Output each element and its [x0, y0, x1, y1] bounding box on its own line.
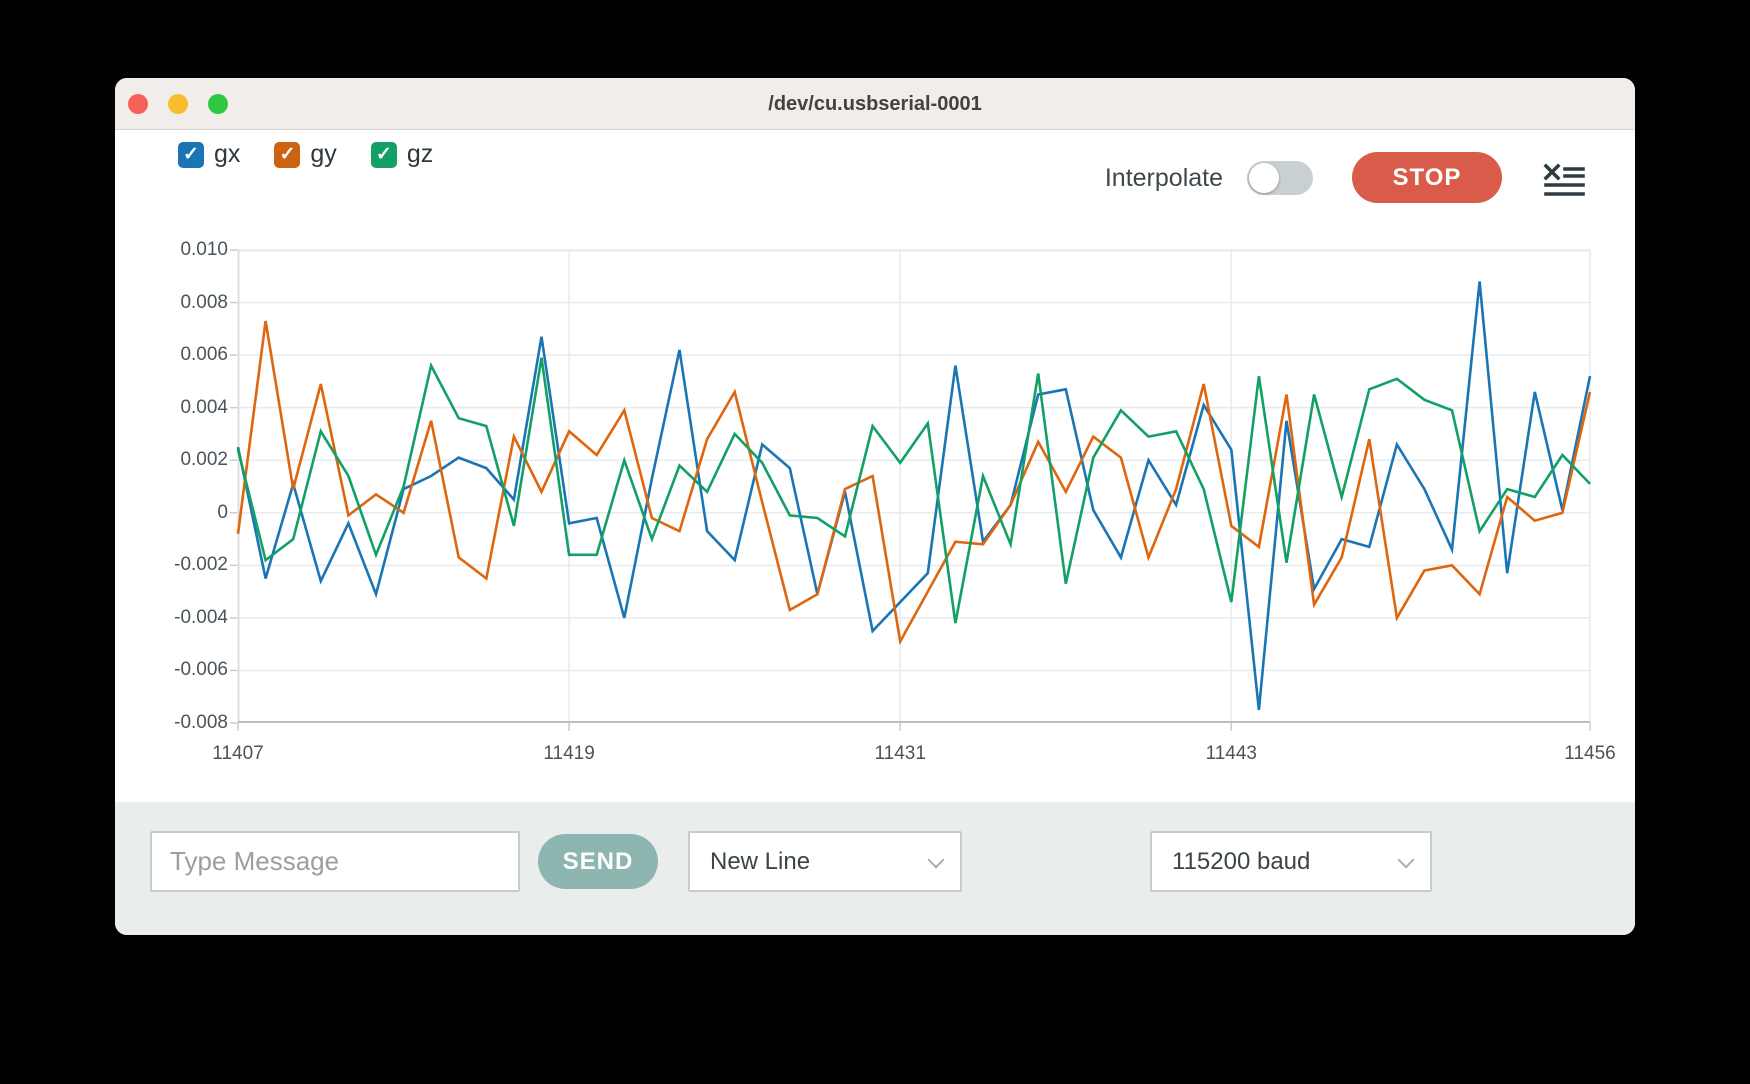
minimize-window-button[interactable] [168, 94, 188, 114]
interpolate-toggle[interactable] [1247, 161, 1313, 195]
legend-item-label: gz [406, 140, 434, 168]
legend-item-label: gx [214, 140, 241, 168]
series-line-gy [236, 320, 1592, 646]
close-window-button[interactable] [128, 94, 148, 114]
line-ending-select[interactable]: New Line [688, 831, 962, 892]
y-axis-tick-label: -0.002 [174, 554, 228, 576]
x-axis-tick-label: 11456 [1564, 743, 1616, 764]
clear-list-icon[interactable] [1543, 162, 1585, 198]
send-button[interactable]: SEND [538, 834, 658, 889]
window-title: /dev/cu.usbserial-0001 [768, 93, 982, 115]
stop-button[interactable]: STOP [1352, 152, 1502, 203]
legend-item-label: gy [310, 140, 337, 168]
series-legend: gx gy gz [178, 140, 433, 169]
y-axis-tick-label: 0.006 [180, 344, 228, 366]
legend-item-gx[interactable]: gx [178, 140, 240, 169]
y-axis-tick-label: -0.004 [174, 606, 228, 628]
checkbox-checked-icon[interactable] [178, 141, 204, 168]
legend-item-gy[interactable]: gy [274, 140, 337, 169]
baud-rate-select[interactable]: 115200 baud [1150, 831, 1432, 892]
zoom-window-button[interactable] [208, 94, 228, 114]
checkbox-checked-icon[interactable] [274, 141, 301, 168]
checkbox-checked-icon[interactable] [370, 141, 397, 168]
chevron-down-icon [927, 851, 945, 869]
series-line-gx [236, 281, 1592, 711]
chart-region: 0.010 0.008 0.006 0.004 0.002 0 -0.002 -0.004 -0… [115, 208, 1635, 802]
line-ending-value: New Line [710, 847, 811, 875]
x-axis-tick-label: 11443 [1205, 743, 1258, 764]
y-axis-tick-label: 0 [217, 501, 228, 523]
message-input[interactable] [150, 831, 520, 892]
titlebar: /dev/cu.usbserial-0001 [115, 78, 1635, 130]
y-axis-tick-label: 0.002 [180, 449, 228, 471]
y-axis-tick-label: -0.006 [174, 659, 228, 681]
baud-rate-value: 115200 baud [1172, 847, 1311, 875]
legend-item-gz[interactable]: gz [370, 140, 434, 169]
x-axis-tick-label: 11431 [874, 743, 926, 764]
y-axis-tick-label: 0.004 [180, 396, 228, 418]
y-axis-tick-label: 0.008 [180, 291, 228, 313]
series-line-gz [236, 357, 1591, 624]
interpolate-label: Interpolate [1104, 164, 1223, 192]
x-axis-tick-label: 11407 [212, 743, 264, 764]
message-bar: SEND New Line 115200 baud [115, 802, 1635, 935]
x-axis-tick-label: 11419 [543, 743, 595, 764]
y-axis-tick-label: -0.008 [174, 712, 228, 733]
plot-area[interactable] [230, 249, 1592, 731]
chevron-down-icon [1397, 851, 1415, 869]
toggle-knob-icon [1249, 163, 1279, 193]
y-axis-tick-label: 0.010 [180, 239, 228, 260]
app-window: /dev/cu.usbserial-0001 gx gy gz Interpolat… [115, 78, 1635, 935]
